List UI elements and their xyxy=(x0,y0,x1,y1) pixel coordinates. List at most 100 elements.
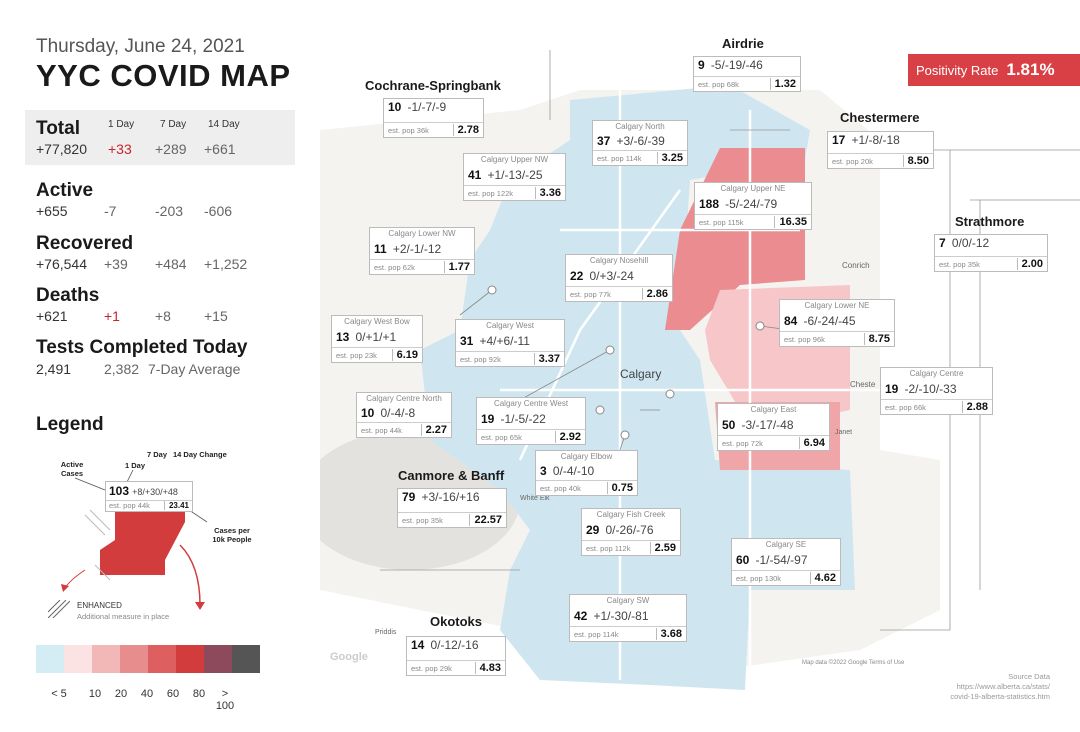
legend-cases-per: Cases per 10k People xyxy=(212,526,252,544)
scale-swatch xyxy=(148,645,176,673)
region-population: est. pop 114k xyxy=(597,153,642,163)
region-changes: 0/0/-12 xyxy=(951,236,990,250)
region-changes: 0/+3/-24 xyxy=(589,268,634,283)
region-active: 7 xyxy=(939,236,946,250)
region-panel-uppernw: Calgary Upper NW 41 +1/-13/-25 est. pop 12… xyxy=(463,153,566,201)
color-scale xyxy=(36,645,260,673)
city-cochrane: Cochrane-Springbank xyxy=(365,78,501,93)
map-label-conrich: Conrich xyxy=(842,261,870,270)
region-population: est. pop 20k xyxy=(832,156,873,166)
region-rate: 2.27 xyxy=(420,424,447,436)
region-rate: 3.36 xyxy=(534,187,561,199)
map-data-credit: Map data ©2022 Google Terms of Use xyxy=(802,659,905,666)
region-population: est. pop 35k xyxy=(939,259,980,269)
color-scale-labels: < 5 10 20 40 60 80 > 100 xyxy=(36,688,238,712)
region-population: est. pop 72k xyxy=(722,438,763,448)
region-active: 17 xyxy=(832,133,846,147)
region-rate: 22.57 xyxy=(469,514,502,526)
region-active: 188 xyxy=(699,196,720,211)
region-changes: -6/-24/-45 xyxy=(803,313,856,328)
region-active: 13 xyxy=(336,329,350,344)
recovered-1day: +39 xyxy=(104,256,128,272)
region-active: 79 xyxy=(402,490,416,504)
region-panel-nosehill: Calgary Nosehill 22 0/+3/-24 est. pop 77k 2… xyxy=(565,254,673,302)
region-name: Calgary SW xyxy=(606,596,650,605)
city-strathmore: Strathmore xyxy=(955,214,1025,229)
scale-swatch xyxy=(120,645,148,673)
region-name: Calgary Lower NE xyxy=(804,301,870,310)
total-label: Total xyxy=(36,118,80,139)
region-population: est. pop 44k xyxy=(361,425,402,435)
page-title: YYC COVID MAP xyxy=(36,58,291,93)
region-name: Calgary Lower NW xyxy=(388,229,456,238)
region-active: 14 xyxy=(411,638,425,652)
region-active: 60 xyxy=(736,552,750,567)
scale-swatch xyxy=(204,645,232,673)
active-label: Active xyxy=(36,180,94,201)
region-changes: +4/+6/-11 xyxy=(479,333,530,348)
region-population: est. pop 65k xyxy=(481,432,522,442)
google-logo: Google xyxy=(330,651,368,663)
region-name: Calgary Elbow xyxy=(560,452,613,461)
tests-value: 2,491 xyxy=(36,361,72,377)
scale-swatch xyxy=(64,645,92,673)
region-population: est. pop 115k xyxy=(699,217,744,227)
region-panel-east: Calgary East 50 -3/-17/-48 est. pop 72k 6.9… xyxy=(717,403,830,451)
legend-sample-panel: 103 +8/+30/+48 est. pop 44k 23.41 xyxy=(105,481,193,512)
region-rate: 3.37 xyxy=(533,353,560,365)
region-rate: 3.25 xyxy=(656,152,683,164)
total-1day: +33 xyxy=(108,141,132,157)
city-canmore: Canmore & Banff xyxy=(398,468,505,483)
col-header-1day: 1 Day xyxy=(108,119,135,130)
legend-sample-pop: est. pop 44k xyxy=(109,501,150,510)
region-changes: 0/-4/-8 xyxy=(380,405,416,420)
legend-1day: 1 Day xyxy=(125,461,146,470)
scale-label: < 5 xyxy=(51,688,67,700)
region-changes: -5/-24/-79 xyxy=(725,196,778,211)
region-active: 11 xyxy=(374,241,387,256)
positivity-value: 1.81% xyxy=(1006,60,1055,79)
source-title: Source Data xyxy=(1008,672,1050,681)
region-rate: 2.88 xyxy=(961,401,988,413)
region-changes: 0/+1/+1 xyxy=(355,329,397,344)
scale-label: 60 xyxy=(166,688,180,700)
region-name: Calgary West Bow xyxy=(344,317,410,326)
region-changes: 0/-12/-16 xyxy=(430,638,479,652)
region-population: est. pop 35k xyxy=(402,515,443,525)
region-rate: 8.50 xyxy=(902,155,929,167)
region-name: Calgary Nosehill xyxy=(589,256,649,265)
active-1day: -7 xyxy=(104,203,117,219)
region-rate: 2.78 xyxy=(452,124,479,136)
positivity-badge: Positivity Rate 1.81% xyxy=(908,54,1080,86)
region-panel-fishcreek: Calgary Fish Creek 29 0/-26/-76 est. pop 1… xyxy=(581,508,681,556)
region-panel-lowernw: Calgary Lower NW 11 +2/-1/-12 est. pop 62k… xyxy=(369,227,475,275)
region-name: Calgary SE xyxy=(765,540,807,549)
scale-label: 80 xyxy=(192,688,206,700)
map-label-calgary: Calgary xyxy=(620,367,661,381)
region-rate: 2.92 xyxy=(554,431,581,443)
region-name: Calgary Fish Creek xyxy=(596,510,666,519)
scale-swatch xyxy=(232,645,260,673)
legend-sample-n: 103 xyxy=(109,484,130,498)
region-name: Calgary East xyxy=(750,405,797,414)
region-population: est. pop 68k xyxy=(698,79,739,89)
region-panel-west: Calgary West 31 +4/+6/-11 est. pop 92k 3.37 xyxy=(455,319,565,367)
region-active: 50 xyxy=(722,417,736,432)
scale-swatch xyxy=(36,645,64,673)
region-name: Calgary Upper NE xyxy=(720,184,786,193)
region-population: est. pop 114k xyxy=(574,629,619,639)
region-rate: 4.83 xyxy=(474,662,501,674)
legend-sample-rate: 23.41 xyxy=(163,501,189,510)
region-active: 3 xyxy=(540,463,547,478)
region-panel-elbow: Calgary Elbow 3 0/-4/-10 est. pop 40k 0.75 xyxy=(535,450,638,496)
active-value: +655 xyxy=(36,203,68,219)
region-rate: 6.19 xyxy=(391,349,418,361)
region-name: Calgary Centre xyxy=(909,369,964,378)
region-population: est. pop 29k xyxy=(411,663,452,673)
scale-label: > 100 xyxy=(215,688,235,712)
region-active: 29 xyxy=(586,522,600,537)
region-panel-sw: Calgary SW 42 +1/-30/-81 est. pop 114k 3.68 xyxy=(569,594,687,642)
active-7day: -203 xyxy=(155,203,184,219)
region-population: est. pop 92k xyxy=(460,354,501,364)
region-panel-lowerne: Calgary Lower NE 84 -6/-24/-45 est. pop 96… xyxy=(779,299,895,347)
